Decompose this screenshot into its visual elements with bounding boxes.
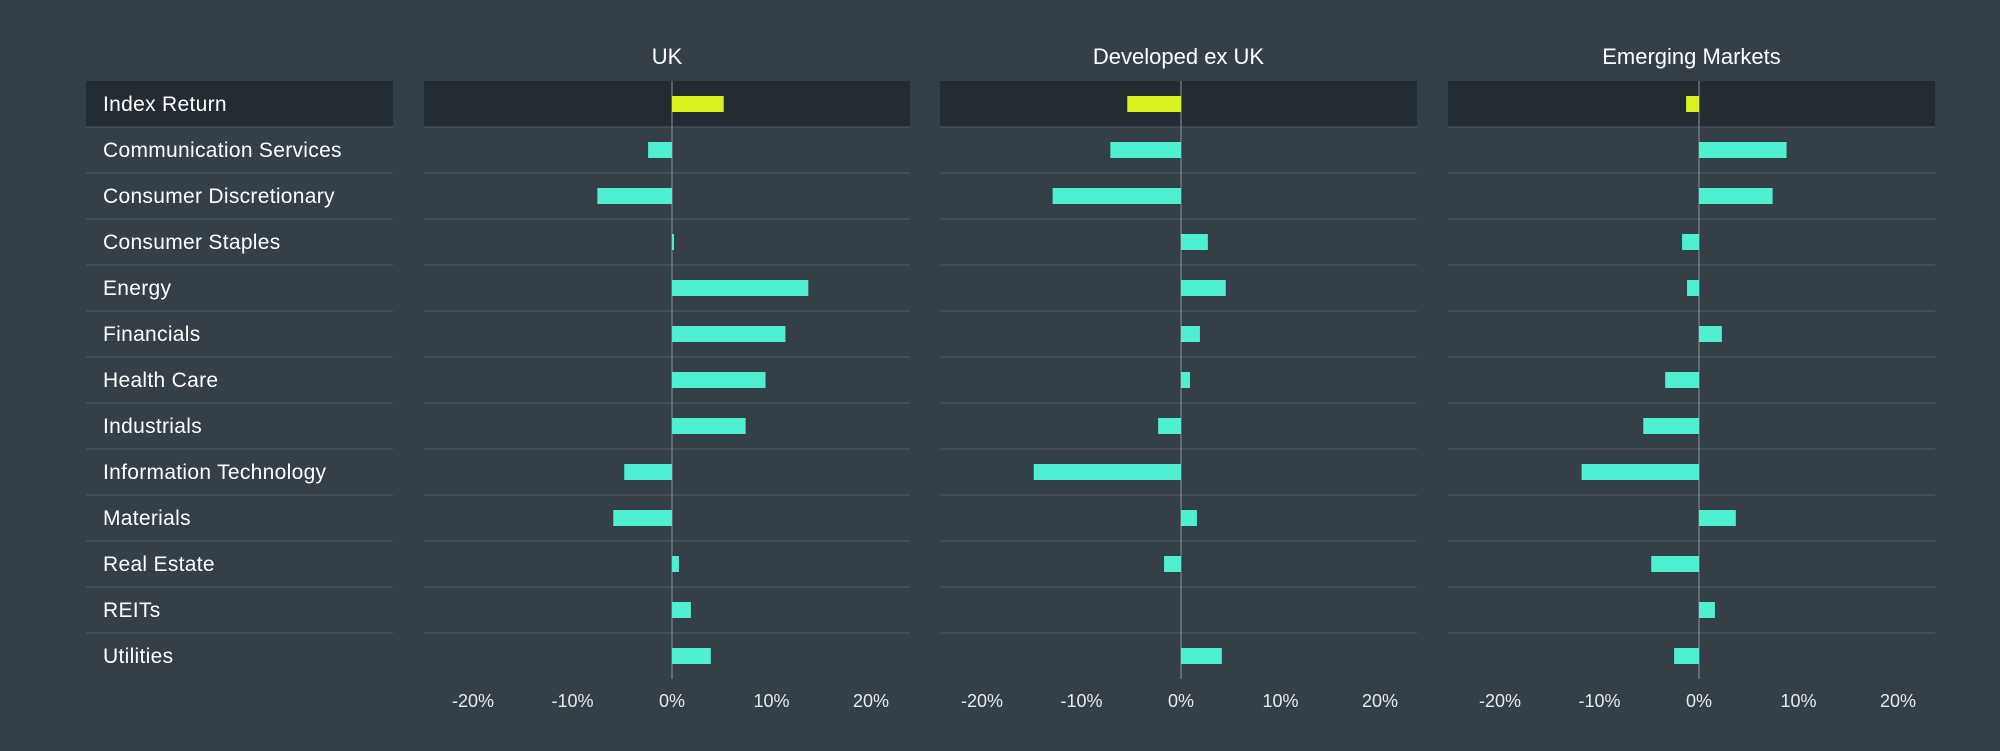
row-label-materials: Materials	[103, 507, 191, 530]
bar-emerging-markets-energy	[1687, 280, 1699, 296]
row-label-financials: Financials	[103, 323, 201, 346]
row-label-communication-services: Communication Services	[103, 139, 342, 162]
panel-title-developed-ex-uk: Developed ex UK	[1093, 44, 1265, 69]
bar-developed-ex-uk-utilities	[1181, 648, 1222, 664]
bar-uk-materials	[613, 510, 672, 526]
bar-developed-ex-uk-health-care	[1181, 372, 1190, 388]
tick-label-uk: 10%	[753, 691, 789, 711]
row-label-consumer-discretionary: Consumer Discretionary	[103, 185, 335, 208]
bar-emerging-markets-industrials	[1643, 418, 1699, 434]
tick-label-developed-ex-uk: 0%	[1168, 691, 1194, 711]
bar-emerging-markets-health-care	[1665, 372, 1699, 388]
row-label-index-return: Index Return	[103, 93, 227, 116]
bar-uk-health-care	[672, 372, 766, 388]
row-label-information-technology: Information Technology	[103, 461, 327, 484]
tick-label-emerging-markets: -20%	[1479, 691, 1521, 711]
row-label-real-estate: Real Estate	[103, 553, 215, 576]
bar-developed-ex-uk-industrials	[1158, 418, 1181, 434]
tick-label-uk: -20%	[452, 691, 494, 711]
tick-label-uk: -10%	[551, 691, 593, 711]
bar-emerging-markets-index-return	[1686, 96, 1699, 112]
row-label-health-care: Health Care	[103, 369, 218, 392]
panel-title-uk: UK	[652, 44, 683, 69]
index-row-label-highlight	[86, 81, 393, 127]
bar-uk-industrials	[672, 418, 746, 434]
tick-label-uk: 20%	[853, 691, 889, 711]
bar-developed-ex-uk-materials	[1181, 510, 1197, 526]
bar-emerging-markets-materials	[1699, 510, 1736, 526]
tick-label-developed-ex-uk: 10%	[1262, 691, 1298, 711]
index-row-highlight-1	[424, 81, 910, 127]
bar-emerging-markets-financials	[1699, 326, 1722, 342]
row-label-utilities: Utilities	[103, 645, 173, 668]
bar-emerging-markets-real-estate	[1651, 556, 1699, 572]
row-label-energy: Energy	[103, 277, 172, 300]
bar-developed-ex-uk-financials	[1181, 326, 1200, 342]
bar-developed-ex-uk-consumer-staples	[1181, 234, 1208, 250]
bar-emerging-markets-consumer-discretionary	[1699, 188, 1773, 204]
bar-uk-information-technology	[624, 464, 672, 480]
bar-emerging-markets-reits	[1699, 602, 1715, 618]
tick-label-developed-ex-uk: -20%	[961, 691, 1003, 711]
bar-emerging-markets-utilities	[1674, 648, 1699, 664]
bar-emerging-markets-communication-services	[1699, 142, 1787, 158]
bar-uk-real-estate	[672, 556, 679, 572]
bar-emerging-markets-information-technology	[1581, 464, 1699, 480]
bar-developed-ex-uk-index-return	[1127, 96, 1181, 112]
bar-emerging-markets-consumer-staples	[1682, 234, 1699, 250]
bar-developed-ex-uk-energy	[1181, 280, 1226, 296]
panel-title-emerging-markets: Emerging Markets	[1602, 44, 1781, 69]
bar-uk-energy	[672, 280, 809, 296]
row-label-consumer-staples: Consumer Staples	[103, 231, 281, 254]
tick-label-developed-ex-uk: 20%	[1362, 691, 1398, 711]
tick-label-developed-ex-uk: -10%	[1060, 691, 1102, 711]
bar-developed-ex-uk-communication-services	[1110, 142, 1181, 158]
tick-label-emerging-markets: 20%	[1880, 691, 1916, 711]
tick-label-emerging-markets: -10%	[1578, 691, 1620, 711]
tick-label-emerging-markets: 10%	[1780, 691, 1816, 711]
tick-label-emerging-markets: 0%	[1686, 691, 1712, 711]
bar-uk-index-return	[672, 96, 724, 112]
bar-uk-consumer-discretionary	[597, 188, 672, 204]
row-label-industrials: Industrials	[103, 415, 202, 438]
bar-developed-ex-uk-information-technology	[1033, 464, 1181, 480]
bar-developed-ex-uk-consumer-discretionary	[1052, 188, 1181, 204]
bar-developed-ex-uk-real-estate	[1164, 556, 1181, 572]
bar-uk-utilities	[672, 648, 711, 664]
bar-uk-consumer-staples	[672, 234, 674, 250]
row-label-reits: REITs	[103, 599, 161, 622]
bar-uk-financials	[672, 326, 786, 342]
tick-label-uk: 0%	[659, 691, 685, 711]
bar-uk-reits	[672, 602, 691, 618]
bar-uk-communication-services	[648, 142, 672, 158]
